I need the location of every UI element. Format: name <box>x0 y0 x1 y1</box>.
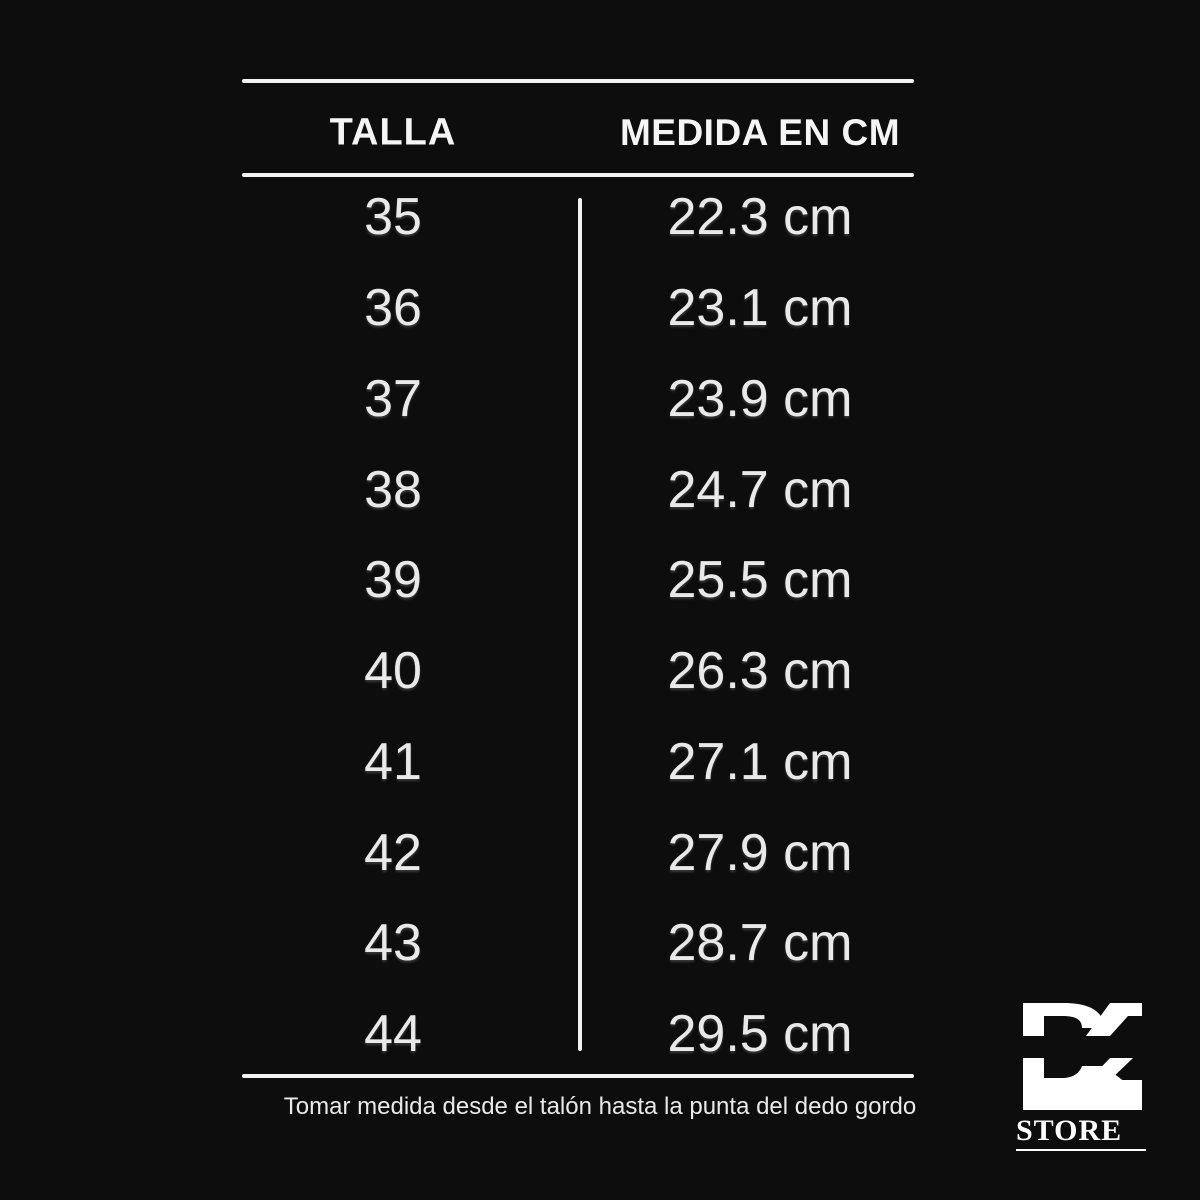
svg-text:STORE: STORE <box>1016 1114 1122 1147</box>
